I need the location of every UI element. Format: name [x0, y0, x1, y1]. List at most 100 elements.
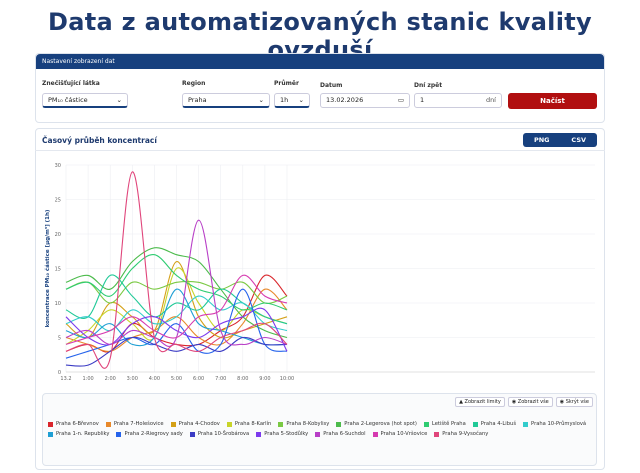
legend-item[interactable]: Praha 10-Vršovice: [372, 431, 428, 437]
x-tick-label: 4:00: [149, 376, 160, 382]
legend-swatch: [226, 421, 232, 427]
legend-label: Praha 10-Průmyslová: [531, 421, 587, 427]
export-buttons: PNG CSV: [523, 133, 597, 147]
series-line: [65, 247, 288, 339]
legend-label: Praha 10-Vršovice: [380, 431, 428, 437]
show-all-button[interactable]: ◉ Zobrazit vše: [507, 397, 553, 407]
series-line: [65, 219, 288, 347]
field-label: Průměr: [274, 80, 299, 87]
legend-item[interactable]: Praha 6-Břevnov: [48, 421, 99, 427]
legend-item[interactable]: Praha 6-Suchdol: [315, 431, 366, 437]
legend-label: Praha 9-Vysočany: [442, 431, 489, 437]
y-tick-label: 30: [55, 163, 61, 169]
legend-swatch: [523, 421, 529, 427]
x-tick-label: 13.2: [60, 376, 71, 382]
button-label: Zobrazit vše: [517, 399, 549, 405]
legend-label: Praha 4-Libuš: [480, 421, 517, 427]
legend-swatch: [170, 421, 176, 427]
png-button[interactable]: PNG: [533, 136, 550, 144]
legend-item[interactable]: Letiště Praha: [423, 421, 466, 427]
legend-label: Praha 1-n. Republiky: [56, 431, 110, 437]
date-input[interactable]: 13.02.2026 ▭: [320, 93, 410, 108]
series-line: [65, 171, 288, 369]
days-input[interactable]: 1 dní: [414, 93, 502, 108]
chart-panel-title: Časový průběh koncentrací: [42, 136, 157, 145]
series-line: [65, 288, 288, 359]
legend-item[interactable]: Praha 2-Riegrovy sady: [116, 431, 183, 437]
x-tick-label: 10:00: [280, 376, 294, 382]
series-line: [65, 274, 288, 345]
legend-item[interactable]: Praha 10-Šrobárova: [189, 431, 250, 437]
input-suffix: dní: [485, 96, 496, 104]
series-line: [65, 267, 288, 345]
legend-swatch: [189, 431, 195, 437]
legend-item[interactable]: Praha 4-Chodov: [170, 421, 220, 427]
legend-item[interactable]: Praha 9-Vysočany: [434, 431, 488, 437]
input-value: 13.02.2026: [326, 96, 364, 104]
field-label: Znečišťující látka: [42, 80, 100, 87]
legend-label: Praha 8-Kobylisy: [286, 421, 330, 427]
field-label: Dní zpět: [414, 82, 443, 89]
field-label: Datum: [320, 82, 343, 89]
series-line: [65, 336, 288, 367]
x-tick-label: 1:00: [82, 376, 93, 382]
series-line: [65, 295, 288, 332]
csv-button[interactable]: CSV: [571, 136, 587, 144]
x-tick-label: 3:00: [127, 376, 138, 382]
chart: 0 5 10 15 20 25 30 13.2 1:00 2:00 3:00 4:00 5:00 6:00…: [44, 163, 595, 382]
series-line: [65, 307, 288, 352]
legend-swatch: [423, 421, 429, 427]
legend-item[interactable]: Praha 10-Průmyslová: [523, 421, 586, 427]
legend-controls: ▲ Zobrazit limity ◉ Zobrazit vše ◉ Skrýt…: [455, 397, 593, 407]
y-tick-label: 25: [55, 198, 61, 204]
y-tick-label: 5: [58, 336, 61, 342]
input-value: 1: [420, 96, 425, 104]
legend-label: Praha 6-Suchdol: [323, 431, 366, 437]
legend-item[interactable]: Praha 1-n. Republiky: [48, 431, 109, 437]
region-select[interactable]: Praha ⌄: [182, 93, 270, 108]
button-label: Zobrazit limity: [464, 399, 501, 405]
legend-swatch: [434, 431, 440, 437]
legend-swatch: [336, 421, 342, 427]
field-label: Region: [182, 80, 206, 87]
legend-item[interactable]: Praha 4-Libuš: [472, 421, 517, 427]
settings-panel: Nastavení zobrazení dat: [35, 53, 605, 123]
legend-swatch: [315, 431, 321, 437]
series-line: [65, 261, 288, 339]
pollutant-select[interactable]: PM₁₀ částice ⌄: [42, 93, 128, 108]
select-value: 1h: [280, 96, 289, 104]
series-line: [65, 254, 288, 311]
legend-swatch: [472, 421, 478, 427]
legend-swatch: [48, 421, 53, 427]
legend-swatch: [278, 421, 284, 427]
legend-item[interactable]: Praha 8-Kobylisy: [278, 421, 329, 427]
x-tick-label: 9:00: [259, 376, 270, 382]
load-button[interactable]: Načíst: [508, 93, 597, 109]
hide-all-button[interactable]: ◉ Skrýt vše: [555, 397, 593, 407]
legend-item[interactable]: Praha 8-Karlín: [226, 421, 271, 427]
select-value: PM₁₀ částice: [48, 96, 88, 104]
legend-label: Letiště Praha: [431, 421, 466, 427]
legend-label: Praha 6-Břevnov: [56, 421, 99, 427]
legend-swatch: [105, 421, 111, 427]
average-select[interactable]: 1h ⌄: [274, 93, 310, 108]
x-tick-label: 5:00: [171, 376, 182, 382]
y-tick-label: 10: [55, 301, 61, 307]
show-limits-button[interactable]: ▲ Zobrazit limity: [455, 397, 505, 407]
x-tick-label: 8:00: [237, 376, 248, 382]
legend-label: Praha 2-Legerova (hot spot): [344, 421, 417, 427]
page-title: Data z automatizovaných stanic kvality o…: [48, 8, 592, 64]
legend-swatch: [256, 431, 262, 437]
legend-swatch: [116, 431, 122, 437]
legend-swatch: [372, 431, 378, 437]
legend-label: Praha 7-Holešovice: [113, 421, 164, 427]
legend-item[interactable]: Praha 2-Legerova (hot spot): [336, 421, 417, 427]
settings-header: Nastavení zobrazení dat: [36, 54, 604, 69]
legend-item[interactable]: Praha 5-Stodůlky: [256, 431, 308, 437]
legend-label: Praha 10-Šrobárova: [197, 431, 250, 437]
legend-item[interactable]: Praha 7-Holešovice: [105, 421, 164, 427]
legend-label: Praha 4-Chodov: [178, 421, 220, 427]
legend: Praha 6-Břevnov Praha 7-Holešovice Praha 4…: [48, 421, 596, 437]
legend-label: Praha 2-Riegrovy sady: [124, 431, 183, 437]
series-line: [65, 280, 288, 304]
